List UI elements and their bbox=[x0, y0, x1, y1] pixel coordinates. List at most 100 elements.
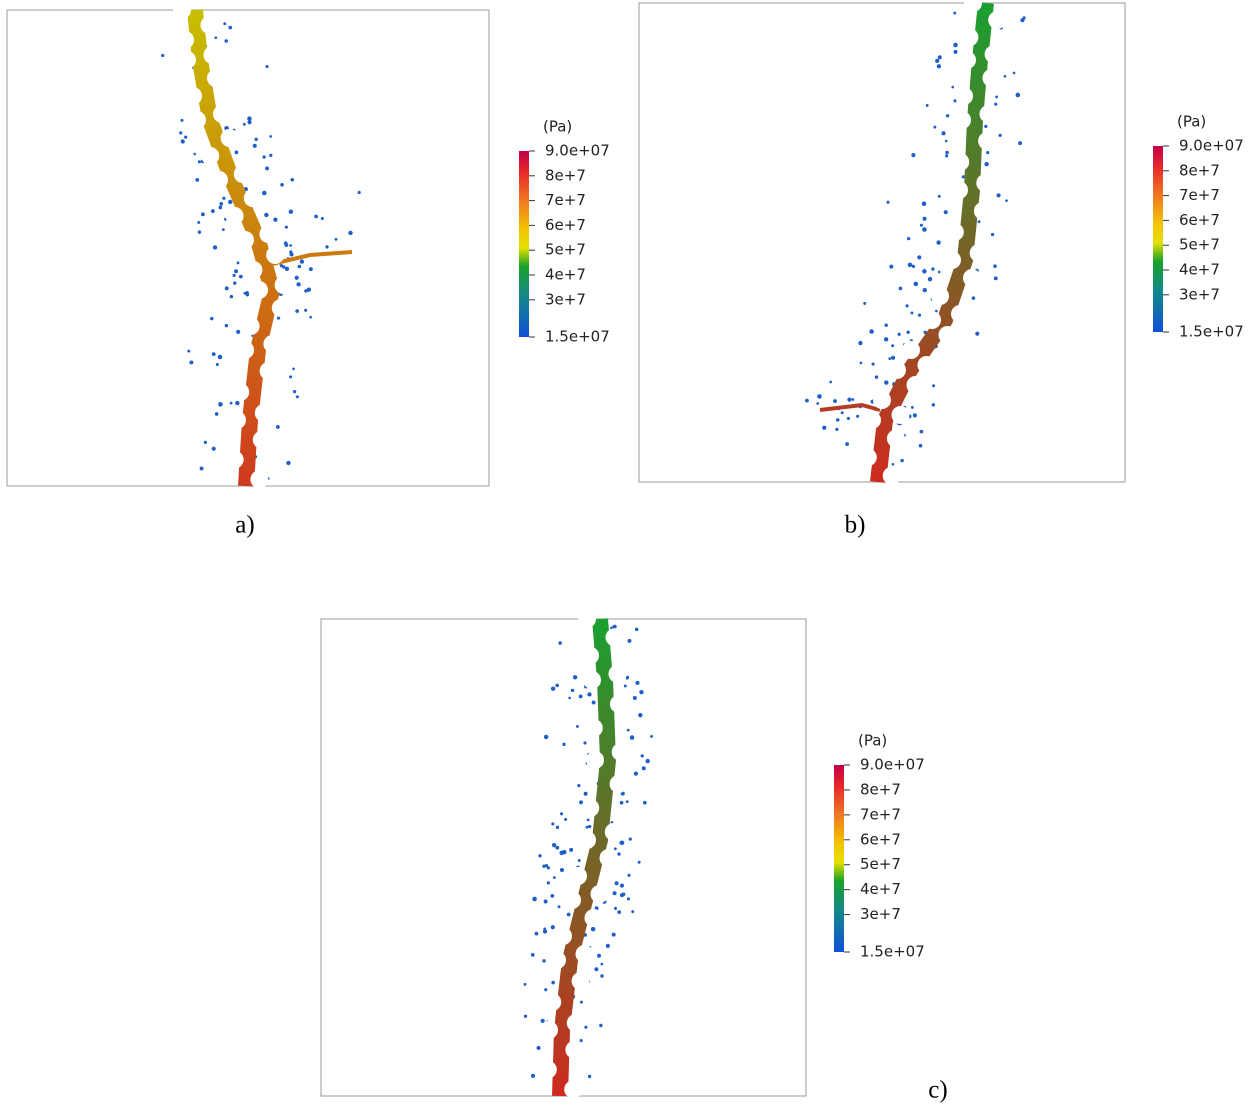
micro-fracture bbox=[570, 688, 575, 693]
micro-fracture bbox=[296, 282, 301, 287]
micro-fracture bbox=[625, 800, 629, 804]
micro-fracture bbox=[538, 854, 542, 858]
micro-fracture bbox=[583, 791, 588, 796]
grain bbox=[566, 1014, 585, 1032]
micro-fracture bbox=[835, 427, 839, 432]
micro-fracture bbox=[587, 1074, 592, 1079]
grain bbox=[945, 223, 964, 241]
micro-fracture bbox=[211, 352, 216, 357]
grain bbox=[575, 945, 594, 963]
grain bbox=[178, 51, 196, 69]
micro-fracture bbox=[562, 742, 566, 747]
micro-fracture bbox=[247, 120, 252, 125]
micro-fracture bbox=[290, 177, 295, 182]
fracture bbox=[870, 2, 994, 483]
grain bbox=[259, 225, 278, 243]
micro-fracture bbox=[262, 155, 266, 159]
colorbar-tick-label: 7e+7 bbox=[1179, 186, 1220, 204]
grain bbox=[565, 1040, 584, 1059]
micro-fracture bbox=[889, 264, 894, 269]
micro-fracture bbox=[631, 910, 635, 914]
micro-fracture bbox=[247, 116, 252, 121]
micro-fracture bbox=[280, 182, 284, 187]
grain bbox=[259, 362, 278, 380]
grain bbox=[271, 299, 290, 317]
grain bbox=[958, 51, 976, 69]
grain bbox=[200, 16, 219, 34]
panel: (Pa) 9.0e+07 8e+7 7e+7 6e+7 5e+7 4e+7 3e+7 1.5e+… bbox=[6, 1, 610, 539]
panel-label: b) bbox=[845, 512, 866, 539]
micro-fracture bbox=[304, 308, 308, 312]
micro-fracture bbox=[289, 244, 293, 247]
colorbar-tick-label: 7e+7 bbox=[860, 805, 901, 823]
grain bbox=[888, 361, 906, 379]
grain bbox=[891, 406, 910, 424]
micro-fracture bbox=[269, 153, 273, 158]
fracture-branch bbox=[267, 250, 353, 267]
micro-fracture bbox=[308, 267, 313, 272]
micro-fracture bbox=[282, 265, 286, 269]
grain bbox=[236, 341, 254, 359]
micro-fracture bbox=[289, 375, 293, 379]
grain bbox=[882, 466, 901, 485]
micro-fracture bbox=[937, 270, 941, 274]
grain bbox=[950, 181, 968, 199]
grain bbox=[243, 189, 262, 207]
micro-fracture bbox=[971, 296, 976, 300]
micro-fracture bbox=[613, 906, 618, 910]
micro-fracture bbox=[883, 337, 889, 342]
micro-fracture bbox=[639, 689, 644, 695]
micro-fracture bbox=[845, 442, 849, 447]
micro-fracture bbox=[224, 323, 229, 328]
grain bbox=[969, 244, 988, 262]
grain bbox=[266, 246, 285, 264]
micro-fracture bbox=[1003, 75, 1007, 78]
micro-fracture bbox=[577, 858, 581, 862]
grain bbox=[225, 450, 244, 469]
grain bbox=[988, 11, 1007, 30]
micro-fracture bbox=[858, 340, 863, 346]
colorbar-tick-label: 6e+7 bbox=[545, 216, 586, 234]
micro-fracture bbox=[217, 354, 223, 360]
grain bbox=[599, 849, 618, 867]
micro-fracture bbox=[931, 403, 936, 407]
micro-fracture bbox=[221, 228, 225, 232]
micro-fracture bbox=[203, 440, 208, 445]
colorbar-tick-label: 8e+7 bbox=[545, 166, 586, 184]
micro-fracture bbox=[546, 881, 551, 885]
micro-fracture bbox=[588, 824, 592, 829]
micro-fracture bbox=[587, 692, 592, 697]
micro-fracture bbox=[211, 446, 216, 451]
grain bbox=[252, 430, 271, 449]
grain bbox=[590, 885, 609, 903]
micro-fracture bbox=[617, 852, 621, 856]
micro-fracture bbox=[534, 931, 539, 936]
micro-fracture bbox=[195, 178, 200, 182]
grain bbox=[233, 165, 252, 183]
grain bbox=[611, 743, 630, 761]
micro-fracture bbox=[223, 22, 227, 26]
grain bbox=[563, 891, 581, 909]
micro-fracture bbox=[816, 402, 820, 405]
grain bbox=[960, 28, 979, 47]
micro-fracture bbox=[944, 139, 948, 143]
micro-fracture bbox=[222, 196, 226, 200]
micro-fracture bbox=[184, 135, 188, 139]
micro-fracture bbox=[234, 269, 239, 274]
micro-fracture bbox=[907, 262, 913, 268]
grain bbox=[250, 470, 269, 489]
colorbar-tick-label: 6e+7 bbox=[860, 830, 901, 848]
grain bbox=[902, 341, 920, 359]
micro-fracture bbox=[626, 728, 630, 732]
colorbar-tick-label: 5e+7 bbox=[545, 241, 586, 259]
micro-fracture bbox=[264, 212, 269, 218]
micro-fracture bbox=[626, 675, 630, 679]
micro-fracture bbox=[995, 95, 999, 99]
grain bbox=[548, 951, 566, 969]
micro-fracture bbox=[613, 847, 617, 851]
colorbar-tick-label: 3e+7 bbox=[1179, 285, 1220, 303]
grain bbox=[578, 831, 596, 849]
micro-fracture bbox=[984, 161, 989, 167]
colorbar-tick-label: 9.0e+07 bbox=[860, 756, 925, 774]
micro-fracture bbox=[314, 214, 318, 219]
